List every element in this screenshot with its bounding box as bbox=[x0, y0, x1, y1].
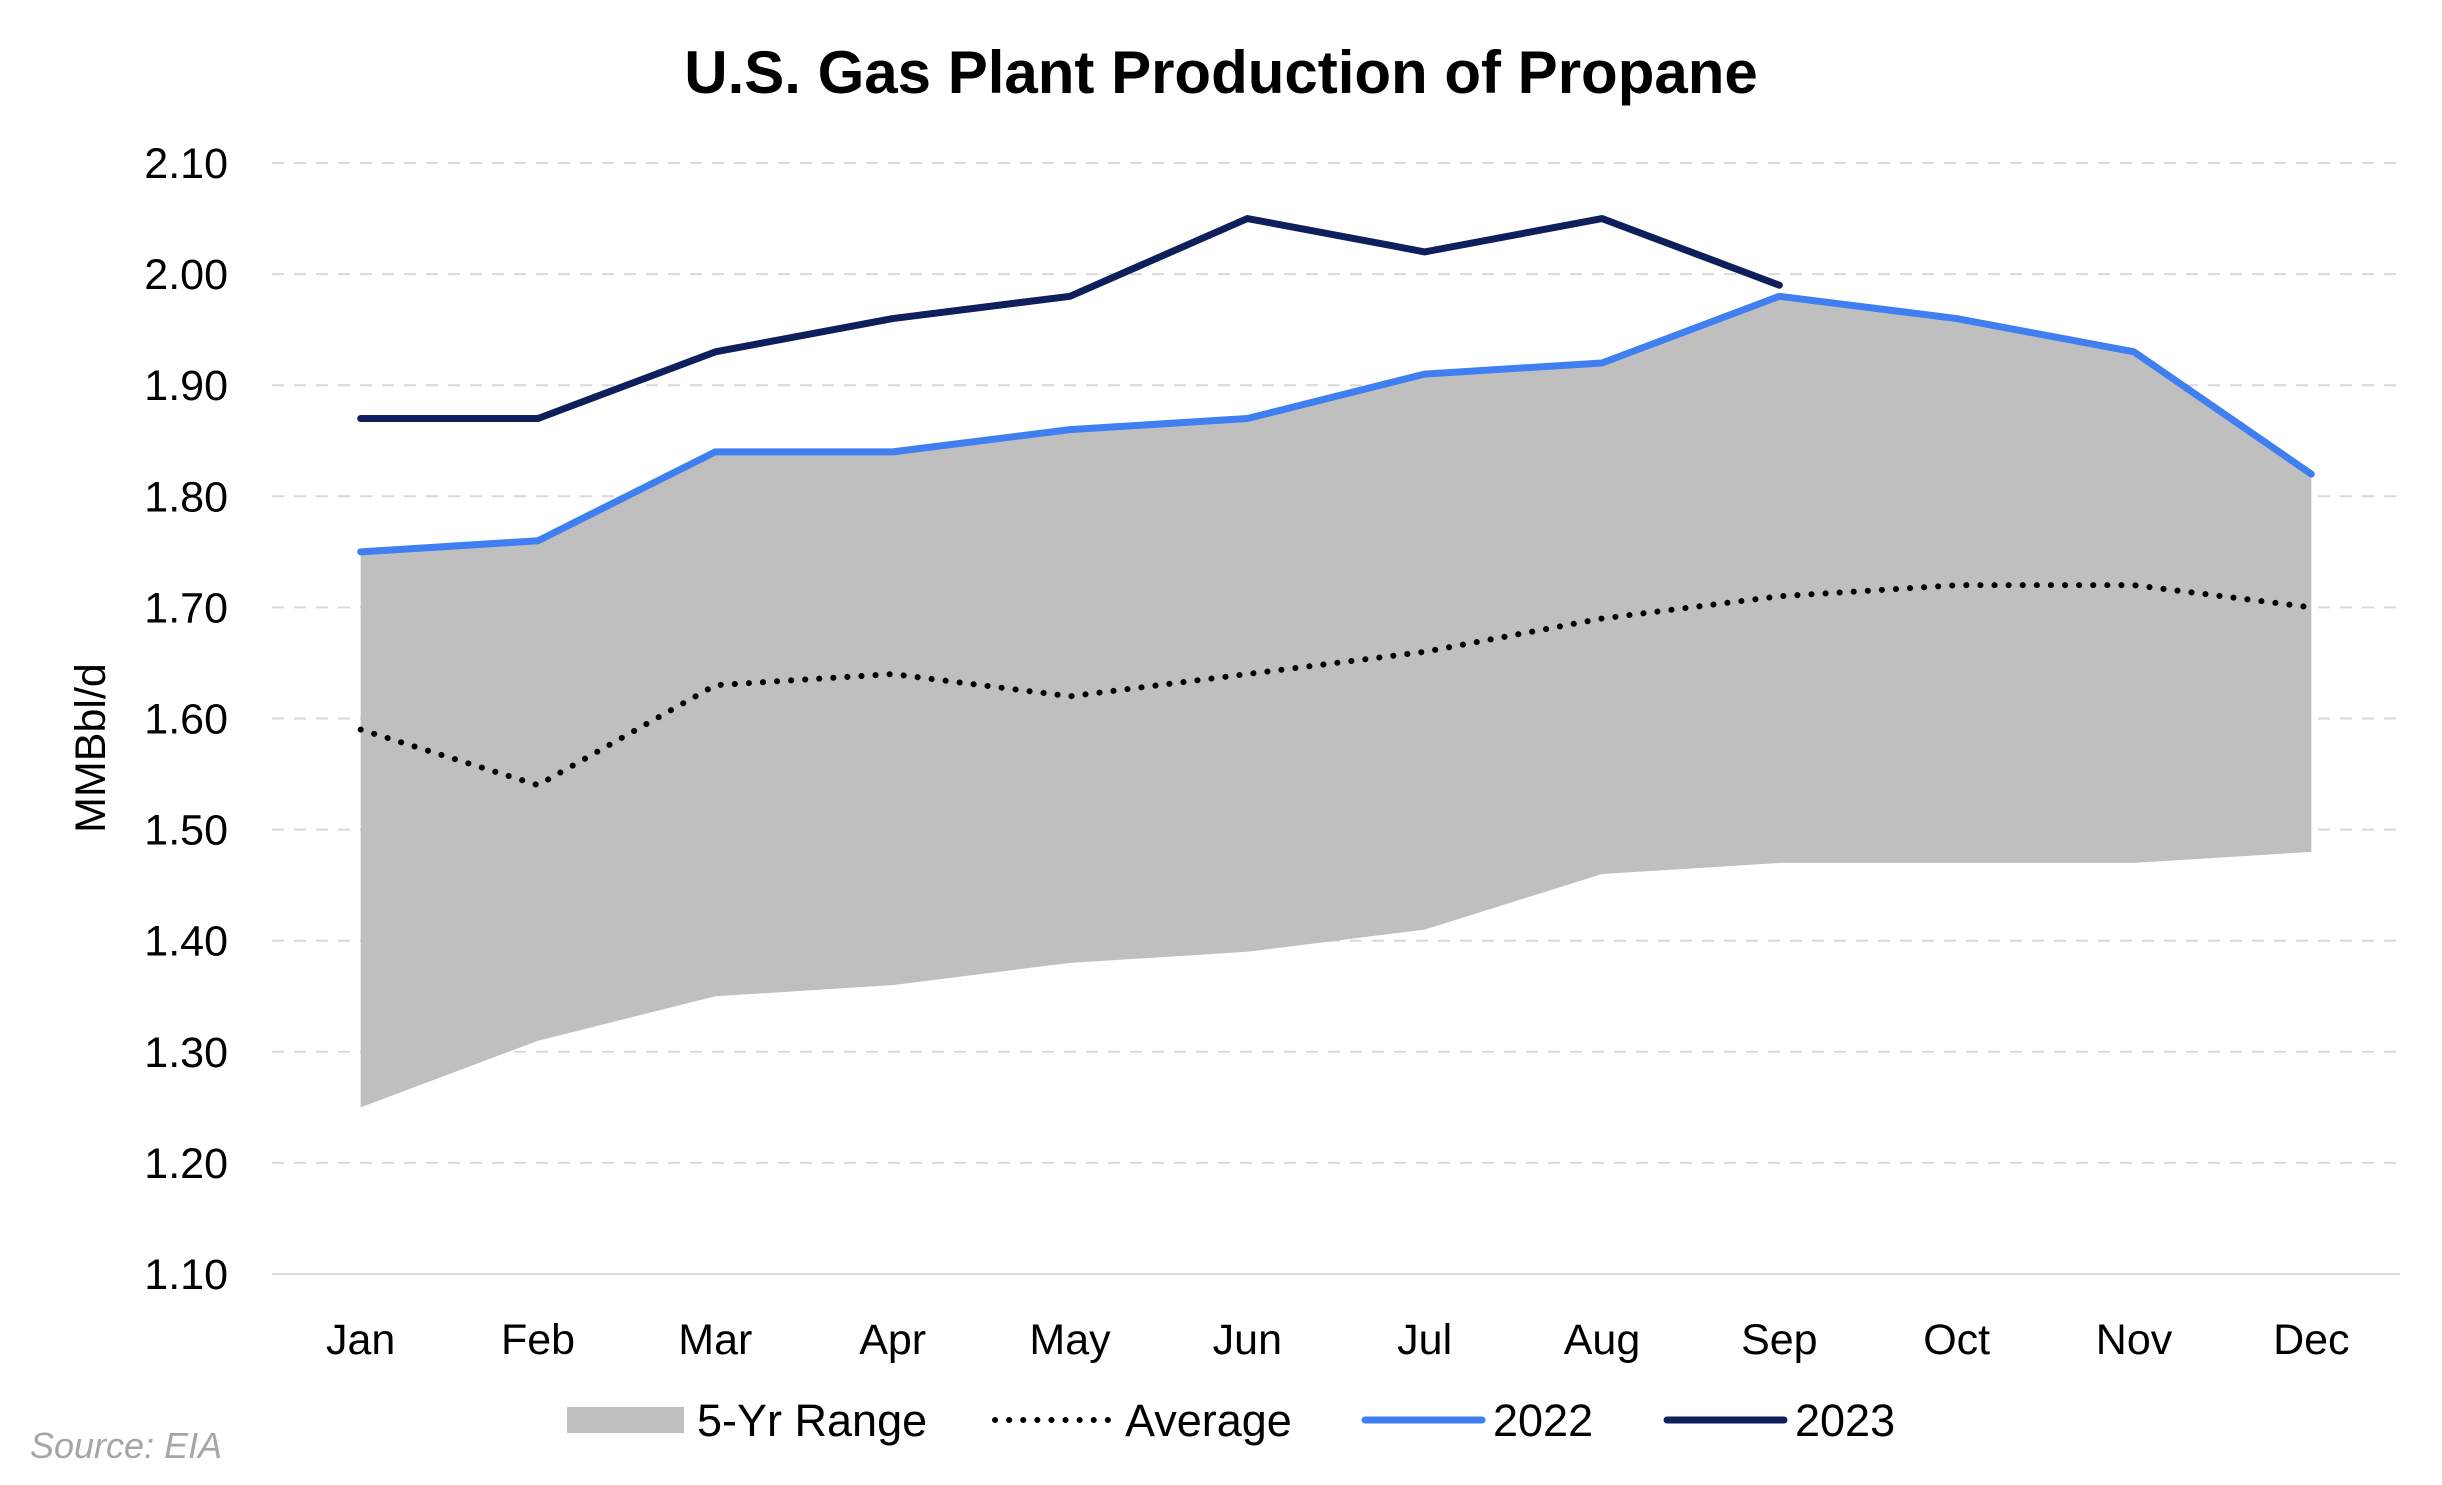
x-axis-ticks: Jan Feb Mar Apr May Jun Jul Aug Sep Oct Nov Dec bbox=[326, 1316, 2350, 1364]
chart-title: U.S. Gas Plant Production of Propane bbox=[684, 39, 1757, 106]
y-tick-label: 1.30 bbox=[144, 1029, 228, 1077]
legend-label-range: 5-Yr Range bbox=[697, 1395, 927, 1446]
y-tick-label: 1.80 bbox=[144, 473, 228, 521]
source-note: Source: EIA bbox=[30, 1425, 222, 1466]
x-tick-label: May bbox=[1029, 1316, 1111, 1364]
y-tick-label: 2.10 bbox=[144, 140, 228, 188]
legend-label-2023: 2023 bbox=[1795, 1395, 1895, 1446]
y-tick-label: 1.90 bbox=[144, 362, 228, 410]
range-band bbox=[360, 296, 2312, 1108]
series-line-2023 bbox=[357, 215, 1783, 423]
x-tick-label: Apr bbox=[859, 1316, 926, 1364]
x-tick-label: Oct bbox=[1923, 1316, 1990, 1364]
range-area bbox=[360, 296, 2312, 1108]
x-tick-label: Aug bbox=[1564, 1316, 1641, 1364]
x-tick-label: Sep bbox=[1741, 1316, 1818, 1364]
x-tick-label: Nov bbox=[2096, 1316, 2173, 1364]
y-tick-label: 1.10 bbox=[144, 1251, 228, 1299]
y-tick-label: 2.00 bbox=[144, 251, 228, 299]
y-axis-label: MMBbl/d bbox=[67, 663, 115, 833]
series-lines bbox=[357, 215, 2315, 789]
legend: 5-Yr Range Average 2022 2023 bbox=[567, 1395, 1895, 1446]
x-tick-label: Feb bbox=[501, 1316, 575, 1364]
legend-label-average: Average bbox=[1125, 1395, 1292, 1446]
x-tick-label: Jul bbox=[1397, 1316, 1452, 1364]
legend-label-2022: 2022 bbox=[1493, 1395, 1593, 1446]
x-tick-label: Dec bbox=[2273, 1316, 2349, 1364]
legend-swatch-range bbox=[567, 1407, 684, 1433]
series-line-2022 bbox=[357, 292, 2315, 556]
x-tick-label: Mar bbox=[678, 1316, 752, 1364]
y-tick-label: 1.60 bbox=[144, 696, 228, 744]
x-tick-label: Jun bbox=[1213, 1316, 1282, 1364]
y-axis-ticks: 1.10 1.20 1.30 1.40 1.50 1.60 1.70 1.80 1.90 2.00… bbox=[144, 140, 228, 1299]
y-tick-label: 1.40 bbox=[144, 918, 228, 966]
y-tick-label: 1.20 bbox=[144, 1140, 228, 1188]
y-tick-label: 1.50 bbox=[144, 807, 228, 855]
x-tick-label: Jan bbox=[326, 1316, 395, 1364]
series-line-average bbox=[357, 582, 2315, 789]
y-tick-label: 1.70 bbox=[144, 584, 228, 632]
